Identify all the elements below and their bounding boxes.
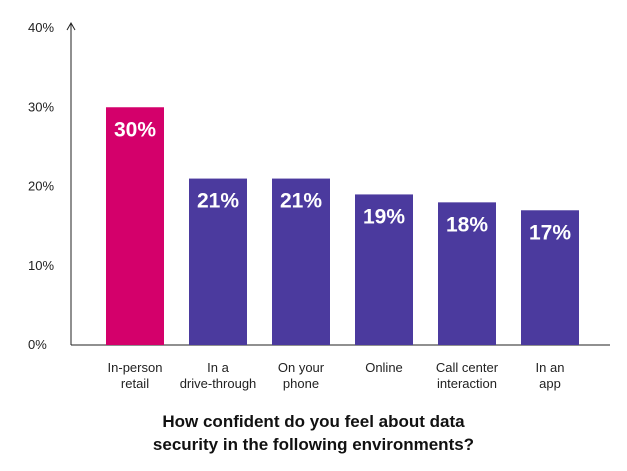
bar: [438, 202, 496, 345]
bar-value-label: 21%: [197, 190, 239, 213]
x-tick-label: interaction: [437, 376, 497, 391]
y-tick-label: 0%: [28, 337, 47, 352]
x-tick-label: retail: [121, 376, 149, 391]
chart-title-line-2: security in the following environments?: [152, 435, 475, 454]
bar-value-label: 21%: [280, 190, 322, 213]
x-tick-label: Call center: [436, 360, 499, 375]
bar-value-label: 30%: [114, 118, 156, 141]
x-tick-label: drive-through: [180, 376, 257, 391]
bar-value-label: 18%: [446, 213, 488, 236]
x-tick-label: On your: [278, 360, 325, 375]
y-tick-label: 30%: [28, 99, 54, 114]
y-tick-label: 20%: [28, 179, 54, 194]
x-tick-label: In a: [207, 360, 229, 375]
y-axis-arrow: [66, 21, 76, 31]
bar: [189, 178, 247, 345]
bar: [521, 210, 579, 345]
chart-title: How confident do you feel about data sec…: [0, 410, 627, 456]
bar: [106, 107, 164, 345]
chart-title-line-1: How confident do you feel about data: [162, 412, 465, 431]
x-tick-label: In an: [536, 360, 565, 375]
x-tick-label: Online: [365, 360, 403, 375]
bar: [272, 178, 330, 345]
x-tick-label: phone: [283, 376, 319, 391]
x-tick-label: In-person: [108, 360, 163, 375]
y-tick-label: 40%: [28, 20, 54, 35]
bar-value-label: 19%: [363, 205, 405, 228]
bar: [355, 194, 413, 345]
bar-value-label: 17%: [529, 221, 571, 244]
y-tick-label: 10%: [28, 258, 54, 273]
x-tick-label: app: [539, 376, 561, 391]
